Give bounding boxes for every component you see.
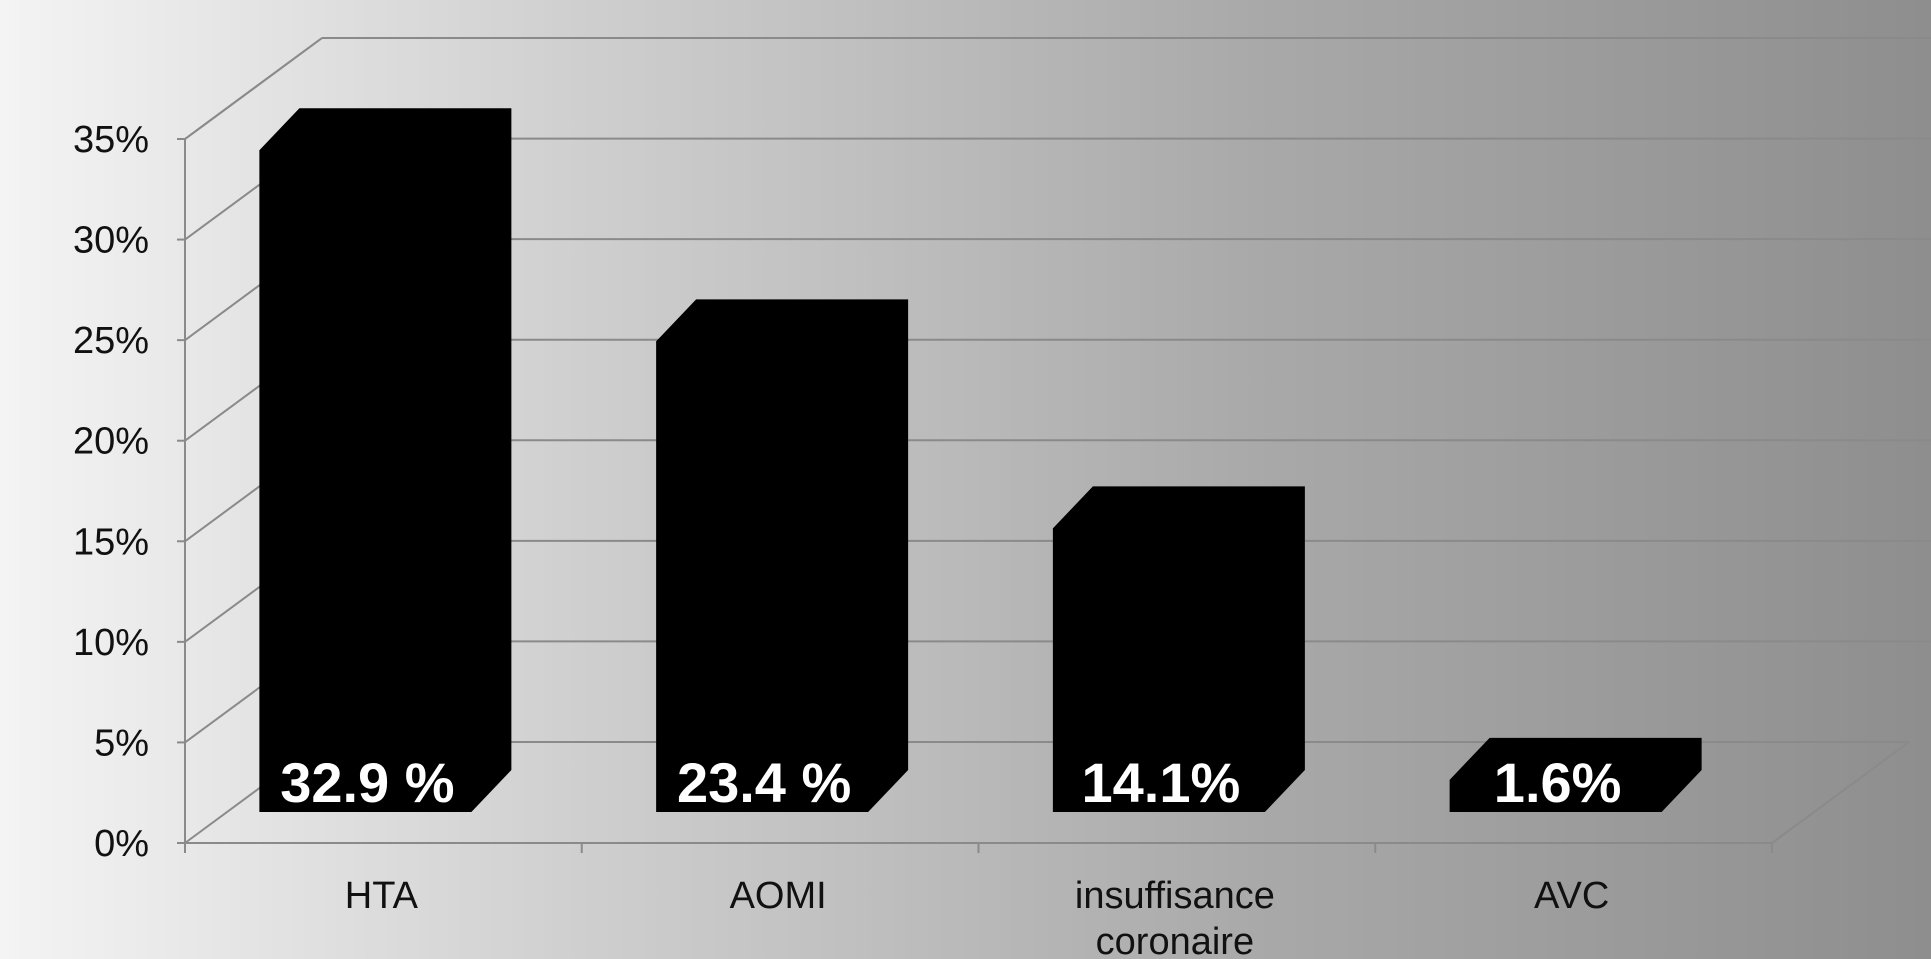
y-tick-label: 5% xyxy=(94,722,149,764)
data-label: 32.9 % xyxy=(280,751,454,814)
x-category-label-line: HTA xyxy=(345,875,419,917)
x-category-label: HTA xyxy=(345,875,419,917)
y-tick-label: 25% xyxy=(73,320,149,362)
x-category-label-line: insuffisance xyxy=(1075,875,1275,917)
x-category-label: insuffisance coronaire xyxy=(1075,875,1275,959)
x-category-label-line: AVC xyxy=(1534,875,1609,917)
bar xyxy=(259,108,511,812)
y-tick-label: 0% xyxy=(94,823,149,865)
y-tick-label: 10% xyxy=(73,622,149,664)
y-tick-label: 15% xyxy=(73,521,149,563)
floor-right-edge xyxy=(1772,742,1909,843)
y-axis-ticks: 0% 5% 10% 15% 20% 25% 30% 35% xyxy=(73,119,185,865)
data-label: 23.4 % xyxy=(677,751,851,814)
x-axis-labels: HTA AOMI insuffisance coronaire AVC xyxy=(185,843,1772,959)
x-category-label: AVC xyxy=(1534,875,1609,917)
x-category-label-line: AOMI xyxy=(730,875,827,917)
x-category-label-line: coronaire xyxy=(1096,921,1254,959)
bars: 32.9 % 23.4 % 14.1% 1.6% xyxy=(259,108,1701,814)
y-tick-label: 20% xyxy=(73,421,149,463)
data-label: 1.6% xyxy=(1494,751,1622,814)
bar xyxy=(656,299,908,812)
y-tick-label: 30% xyxy=(73,220,149,262)
data-label: 14.1% xyxy=(1081,751,1240,814)
x-category-label: AOMI xyxy=(730,875,827,917)
y-tick-label: 35% xyxy=(73,119,149,161)
